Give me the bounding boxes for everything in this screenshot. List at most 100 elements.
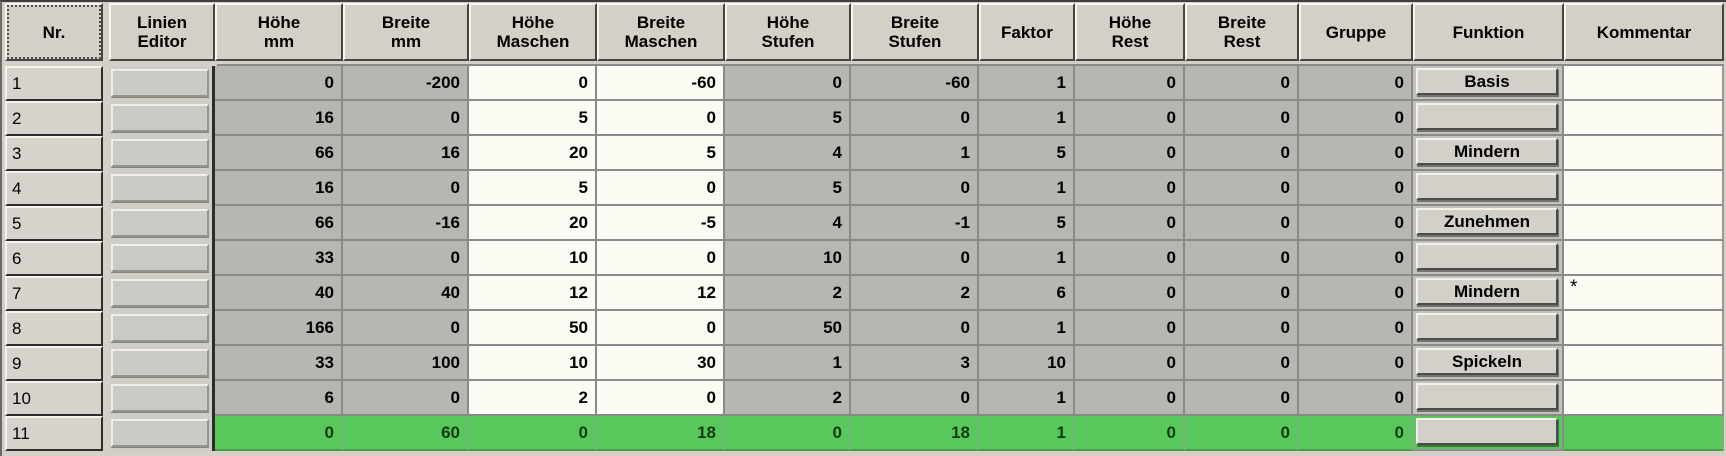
cell-gruppe[interactable]: 0 (1299, 276, 1413, 311)
linien-editor-button[interactable] (111, 349, 209, 377)
cell-breite_rest[interactable]: 0 (1185, 276, 1299, 311)
cell-hoehe_mm[interactable]: 0 (215, 66, 343, 101)
cell-faktor[interactable]: 1 (979, 66, 1075, 101)
cell-hoehe_maschen[interactable]: 0 (469, 66, 597, 101)
cell-hoehe_rest[interactable]: 0 (1075, 276, 1185, 311)
cell-breite_stufen[interactable]: 0 (851, 241, 979, 276)
cell-kommentar[interactable]: * (1564, 276, 1724, 311)
funktion-button[interactable] (1416, 313, 1558, 340)
cell-hoehe_rest[interactable]: 0 (1075, 136, 1185, 171)
row-header-6[interactable]: 6 (5, 241, 103, 276)
cell-breite_rest[interactable]: 0 (1185, 346, 1299, 381)
cell-hoehe_maschen[interactable]: 10 (469, 346, 597, 381)
cell-breite_stufen[interactable]: 2 (851, 276, 979, 311)
cell-breite_rest[interactable]: 0 (1185, 416, 1299, 451)
cell-hoehe_mm[interactable]: 166 (215, 311, 343, 346)
cell-breite_mm[interactable]: 0 (343, 381, 469, 416)
cell-kommentar[interactable] (1564, 171, 1724, 206)
cell-breite_maschen[interactable]: -60 (597, 66, 725, 101)
cell-hoehe_stufen[interactable]: 4 (725, 206, 851, 241)
cell-hoehe_mm[interactable]: 66 (215, 206, 343, 241)
cell-hoehe_rest[interactable]: 0 (1075, 241, 1185, 276)
funktion-button[interactable] (1416, 243, 1558, 270)
cell-gruppe[interactable]: 0 (1299, 66, 1413, 101)
cell-hoehe_maschen[interactable]: 10 (469, 241, 597, 276)
cell-breite_rest[interactable]: 0 (1185, 381, 1299, 416)
cell-hoehe_mm[interactable]: 16 (215, 171, 343, 206)
cell-breite_stufen[interactable]: 1 (851, 136, 979, 171)
funktion-button[interactable] (1416, 173, 1558, 200)
linien-editor-button[interactable] (111, 279, 209, 307)
cell-breite_maschen[interactable]: 5 (597, 136, 725, 171)
cell-kommentar[interactable] (1564, 381, 1724, 416)
cell-breite_rest[interactable]: 0 (1185, 66, 1299, 101)
cell-hoehe_rest[interactable]: 0 (1075, 381, 1185, 416)
linien-editor-button[interactable] (111, 314, 209, 342)
cell-hoehe_maschen[interactable]: 20 (469, 136, 597, 171)
cell-hoehe_stufen[interactable]: 10 (725, 241, 851, 276)
funktion-button[interactable] (1416, 383, 1558, 410)
funktion-button[interactable]: Mindern (1416, 278, 1558, 305)
cell-hoehe_stufen[interactable]: 2 (725, 381, 851, 416)
cell-faktor[interactable]: 1 (979, 101, 1075, 136)
cell-hoehe_stufen[interactable]: 2 (725, 276, 851, 311)
linien-editor-button[interactable] (111, 69, 209, 97)
column-header-funktion[interactable]: Funktion (1413, 3, 1564, 61)
cell-faktor[interactable]: 1 (979, 381, 1075, 416)
cell-faktor[interactable]: 6 (979, 276, 1075, 311)
cell-hoehe_stufen[interactable]: 0 (725, 66, 851, 101)
linien-editor-button[interactable] (111, 104, 209, 132)
cell-hoehe_rest[interactable]: 0 (1075, 101, 1185, 136)
row-header-8[interactable]: 8 (5, 311, 103, 346)
cell-gruppe[interactable]: 0 (1299, 171, 1413, 206)
cell-breite_stufen[interactable]: 3 (851, 346, 979, 381)
cell-breite_maschen[interactable]: 12 (597, 276, 725, 311)
cell-kommentar[interactable] (1564, 101, 1724, 136)
column-header-breite_stufen[interactable]: Breite Stufen (851, 3, 979, 61)
cell-breite_mm[interactable]: 0 (343, 241, 469, 276)
cell-hoehe_rest[interactable]: 0 (1075, 346, 1185, 381)
cell-breite_stufen[interactable]: 0 (851, 171, 979, 206)
cell-hoehe_rest[interactable]: 0 (1075, 171, 1185, 206)
cell-breite_stufen[interactable]: -60 (851, 66, 979, 101)
cell-gruppe[interactable]: 0 (1299, 206, 1413, 241)
cell-kommentar[interactable] (1564, 346, 1724, 381)
cell-hoehe_rest[interactable]: 0 (1075, 66, 1185, 101)
row-header-1[interactable]: 1 (5, 66, 103, 101)
funktion-button[interactable] (1416, 418, 1558, 445)
column-header-hoehe_rest[interactable]: Höhe Rest (1075, 3, 1185, 61)
cell-breite_maschen[interactable]: 30 (597, 346, 725, 381)
cell-gruppe[interactable]: 0 (1299, 416, 1413, 451)
column-header-gruppe[interactable]: Gruppe (1299, 3, 1413, 61)
cell-breite_rest[interactable]: 0 (1185, 101, 1299, 136)
cell-breite_rest[interactable]: 0 (1185, 311, 1299, 346)
column-header-breite_mm[interactable]: Breite mm (343, 3, 469, 61)
funktion-button[interactable] (1416, 103, 1558, 130)
column-header-breite_rest[interactable]: Breite Rest (1185, 3, 1299, 61)
cell-hoehe_rest[interactable]: 0 (1075, 206, 1185, 241)
cell-breite_mm[interactable]: 0 (343, 311, 469, 346)
row-header-5[interactable]: 5 (5, 206, 103, 241)
column-header-faktor[interactable]: Faktor (979, 3, 1075, 61)
linien-editor-button[interactable] (111, 209, 209, 237)
cell-hoehe_maschen[interactable]: 0 (469, 416, 597, 451)
cell-gruppe[interactable]: 0 (1299, 381, 1413, 416)
cell-gruppe[interactable]: 0 (1299, 136, 1413, 171)
funktion-button[interactable]: Mindern (1416, 138, 1558, 165)
cell-faktor[interactable]: 1 (979, 171, 1075, 206)
cell-breite_rest[interactable]: 0 (1185, 206, 1299, 241)
linien-editor-button[interactable] (111, 174, 209, 202)
cell-breite_rest[interactable]: 0 (1185, 136, 1299, 171)
cell-hoehe_mm[interactable]: 33 (215, 346, 343, 381)
cell-faktor[interactable]: 1 (979, 241, 1075, 276)
cell-kommentar[interactable] (1564, 136, 1724, 171)
cell-hoehe_mm[interactable]: 6 (215, 381, 343, 416)
cell-hoehe_stufen[interactable]: 5 (725, 171, 851, 206)
funktion-button[interactable]: Spickeln (1416, 348, 1558, 375)
cell-hoehe_maschen[interactable]: 50 (469, 311, 597, 346)
row-header-2[interactable]: 2 (5, 101, 103, 136)
row-header-11[interactable]: 11 (5, 416, 103, 451)
funktion-button[interactable]: Basis (1416, 68, 1558, 95)
cell-breite_stufen[interactable]: 0 (851, 101, 979, 136)
cell-faktor[interactable]: 10 (979, 346, 1075, 381)
